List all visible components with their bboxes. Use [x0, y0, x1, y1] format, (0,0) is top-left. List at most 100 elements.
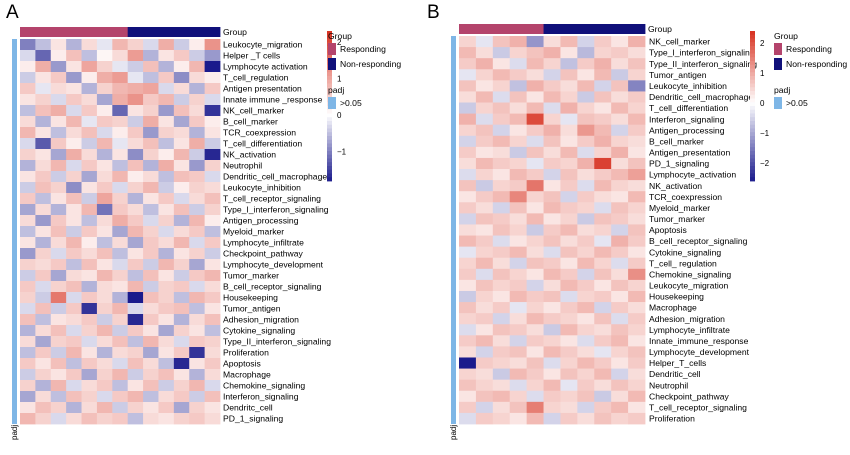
heatmap-cell — [560, 279, 578, 292]
heatmap-cell — [35, 105, 52, 117]
heatmap-cell — [560, 235, 578, 248]
row-label: Housekeeping — [649, 292, 704, 302]
color-scale-segment — [750, 61, 755, 66]
heatmap-cell — [81, 193, 98, 205]
heatmap-cell — [20, 413, 36, 425]
heatmap-cell — [20, 204, 36, 216]
heatmap-cell — [611, 135, 629, 148]
heatmap-cell — [459, 390, 477, 403]
heatmap-cell — [543, 224, 561, 236]
heatmap-cell — [96, 369, 113, 381]
heatmap-cell — [543, 113, 561, 126]
heatmap-cell — [112, 105, 129, 117]
heatmap-cell — [20, 380, 36, 392]
row-label: Leukocyte_migration — [223, 40, 303, 50]
color-scale-segment — [327, 91, 332, 96]
heatmap-cell — [189, 303, 206, 315]
heatmap-cell — [20, 270, 36, 282]
heatmap-cell — [96, 72, 113, 84]
heatmap-cell — [204, 72, 221, 84]
heatmap-cell — [594, 401, 612, 414]
heatmap-cell — [543, 346, 561, 358]
heatmap-cell — [526, 69, 544, 81]
heatmap-cell — [112, 314, 129, 326]
heatmap-cell — [509, 69, 528, 81]
heatmap-cell — [204, 182, 221, 194]
heatmap-cell — [35, 402, 52, 414]
heatmap-cell — [204, 248, 221, 260]
heatmap-cell — [96, 138, 113, 150]
heatmap-cell — [35, 116, 52, 128]
heatmap-cell — [189, 226, 206, 238]
heatmap-cell — [127, 259, 144, 271]
heatmap-cell — [543, 169, 561, 181]
heatmap-cell — [509, 213, 528, 225]
heatmap-cell — [112, 182, 129, 194]
heatmap-cell — [628, 401, 646, 414]
color-scale-segment — [327, 173, 332, 178]
heatmap-cell — [189, 61, 206, 73]
heatmap-cell — [96, 281, 113, 293]
heatmap-cell — [50, 138, 67, 150]
heatmap-cell — [158, 358, 175, 370]
heatmap-cell — [204, 413, 221, 425]
heatmap-cell — [475, 69, 494, 81]
heatmap-cell — [173, 193, 190, 205]
heatmap-cell — [20, 160, 36, 172]
heatmap-cell — [526, 202, 544, 214]
heatmap-cell — [204, 259, 221, 271]
heatmap-cell — [459, 135, 477, 148]
heatmap-cell — [577, 102, 595, 114]
row-label: Leukocyte_inhibition — [223, 183, 301, 193]
group-annotation-cell — [20, 27, 36, 37]
heatmap-cell — [560, 36, 578, 48]
heatmap-cell — [526, 257, 544, 270]
heatmap-cell — [526, 324, 544, 336]
color-scale-segment — [327, 117, 332, 122]
heatmap-cell — [127, 94, 144, 106]
row-label: Lymphocyte_infiltrate — [223, 238, 304, 248]
heatmap-cell — [611, 202, 629, 214]
heatmap-cell — [459, 180, 477, 192]
color-scale-segment — [327, 53, 332, 58]
heatmap-cell — [20, 259, 36, 271]
color-scale-segment — [750, 132, 755, 137]
heatmap-cell — [611, 69, 629, 81]
heatmap-cell — [611, 124, 629, 137]
heatmap-cell — [96, 336, 113, 348]
heatmap-cell — [459, 91, 477, 103]
heatmap-cell — [96, 358, 113, 370]
heatmap-cell — [204, 149, 221, 161]
heatmap-cell — [543, 124, 561, 137]
heatmap-cell — [189, 248, 206, 260]
heatmap-cell — [96, 127, 113, 139]
heatmap-cell — [158, 72, 175, 84]
heatmap-cell — [189, 347, 206, 359]
heatmap-cell — [543, 412, 561, 425]
heatmap-cell — [577, 257, 595, 270]
heatmap-cell — [594, 335, 612, 347]
heatmap-cell — [560, 169, 578, 181]
color-scale-segment — [750, 169, 755, 174]
heatmap-cell — [20, 281, 36, 293]
heatmap-cell — [143, 259, 159, 271]
heatmap-cell — [577, 135, 595, 148]
heatmap-cell — [459, 401, 477, 414]
color-scale-segment — [327, 72, 332, 77]
heatmap-cell — [492, 224, 511, 236]
heatmap-cell — [509, 302, 528, 314]
group-annotation-cell — [611, 24, 629, 34]
heatmap-cell — [127, 314, 144, 326]
heatmap-cell — [112, 369, 129, 381]
row-label: Proliferation — [223, 348, 269, 358]
heatmap-cell — [96, 215, 113, 227]
heatmap-cell — [543, 180, 561, 192]
heatmap-cell — [112, 303, 129, 315]
heatmap-cell — [475, 102, 494, 114]
heatmap-cell — [189, 281, 206, 293]
heatmap-cell — [543, 135, 561, 148]
heatmap-cell — [66, 193, 82, 205]
heatmap-cell — [158, 259, 175, 271]
row-label: Type_II_interferon_signaling — [649, 59, 757, 69]
heatmap-cell — [204, 105, 221, 117]
